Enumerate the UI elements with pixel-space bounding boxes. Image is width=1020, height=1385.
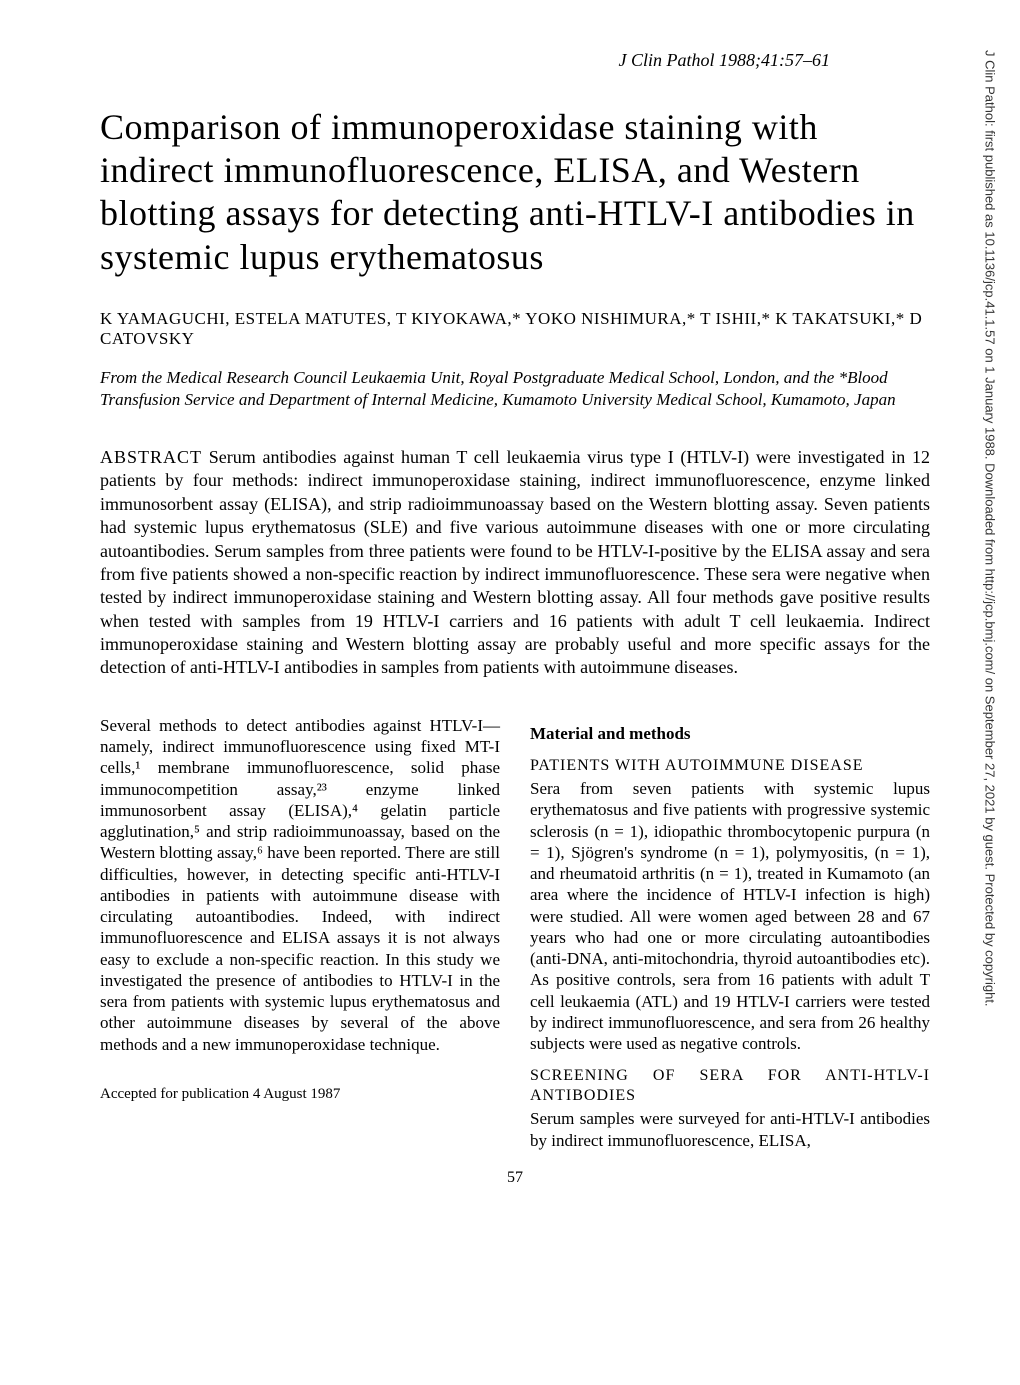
two-column-layout: Several methods to detect antibodies aga…: [100, 715, 930, 1151]
abstract-label: ABSTRACT: [100, 447, 202, 467]
author-affiliation: From the Medical Research Council Leukae…: [100, 367, 930, 411]
intro-paragraph: Several methods to detect antibodies aga…: [100, 715, 500, 1055]
article-title: Comparison of immunoperoxidase staining …: [100, 106, 930, 279]
methods-heading: Material and methods: [530, 723, 930, 744]
journal-citation: J Clin Pathol 1988;41:57–61: [100, 50, 930, 71]
patients-subheading: PATIENTS WITH AUTOIMMUNE DISEASE: [530, 756, 930, 776]
right-column: Material and methods PATIENTS WITH AUTOI…: [530, 715, 930, 1151]
screening-subheading: SCREENING OF SERA FOR ANTI-HTLV-I ANTIBO…: [530, 1066, 930, 1106]
authors-list: K YAMAGUCHI, ESTELA MATUTES, T KIYOKAWA,…: [100, 309, 930, 349]
screening-paragraph: Serum samples were surveyed for anti-HTL…: [530, 1108, 930, 1151]
abstract-text: Serum antibodies against human T cell le…: [100, 447, 930, 678]
left-column: Several methods to detect antibodies aga…: [100, 715, 500, 1151]
page-container: J Clin Pathol 1988;41:57–61 Comparison o…: [0, 0, 1020, 1385]
accepted-date: Accepted for publication 4 August 1987: [100, 1085, 500, 1104]
page-number: 57: [100, 1169, 930, 1187]
abstract-section: ABSTRACT Serum antibodies against human …: [100, 446, 930, 680]
patients-paragraph: Sera from seven patients with systemic l…: [530, 778, 930, 1054]
copyright-sidebar: J Clin Pathol: first published as 10.113…: [975, 50, 1005, 1350]
